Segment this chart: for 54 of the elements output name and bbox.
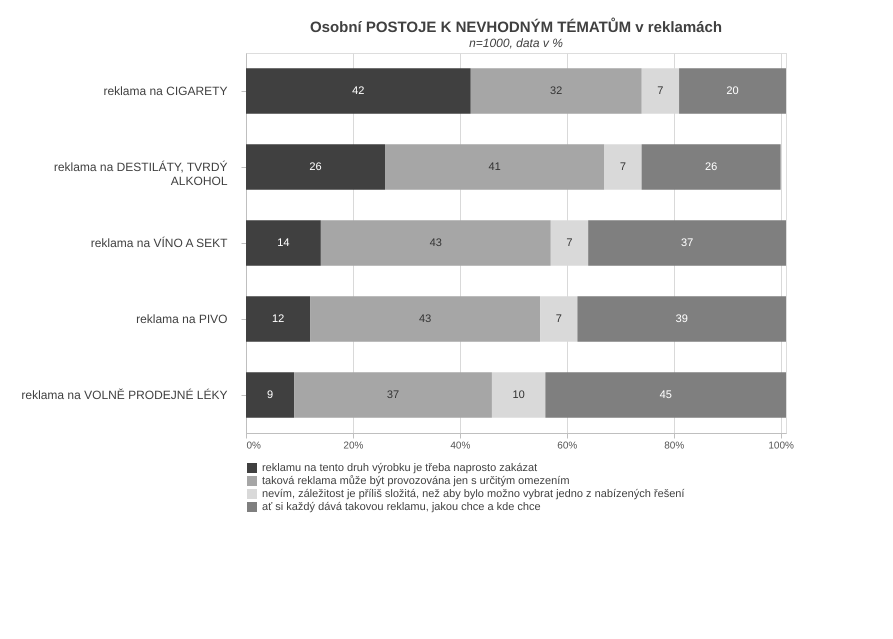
x-tick-label: 60% bbox=[557, 440, 578, 452]
data-label: 7 bbox=[566, 237, 573, 249]
y-tick-label: reklama na VÍNO A SEKT bbox=[90, 236, 228, 250]
y-tick-label: reklama na DESTILÁTY, TVRDÝ ALKOHOL bbox=[54, 160, 228, 188]
data-label: 7 bbox=[556, 313, 562, 325]
legend-label: nevím, záležitost je příliš složitá, než aby bylo možno vybrat jedno z nabízených řešení bbox=[262, 488, 686, 500]
bar bbox=[310, 296, 540, 342]
data-label: 45 bbox=[660, 389, 672, 401]
data-label: 32 bbox=[550, 85, 562, 97]
bar bbox=[246, 68, 471, 114]
x-tick-label: 80% bbox=[664, 440, 684, 452]
data-label: 43 bbox=[430, 237, 442, 249]
data-label: 14 bbox=[277, 237, 290, 249]
bar bbox=[294, 372, 492, 418]
bar bbox=[604, 144, 642, 190]
data-label: 39 bbox=[676, 313, 688, 325]
legend-label: ať si každý dává takovou reklamu, jakou chce a kde chce bbox=[262, 501, 541, 513]
legend-label: reklamu na tento druh výrobku je třeba naprosto zakázat bbox=[262, 462, 538, 474]
x-tick-label: 0% bbox=[246, 440, 262, 452]
data-label: 37 bbox=[680, 237, 694, 249]
data-label: 26 bbox=[705, 161, 718, 173]
bar bbox=[642, 144, 781, 190]
legend-label: taková reklama může být provozována jen s určitým omezením bbox=[262, 475, 570, 487]
chart-subtitle: n=1000, data v % bbox=[469, 36, 564, 50]
y-tick-label: reklama na VOLNĚ PRODEJNÉ LÉKY bbox=[21, 388, 228, 402]
chart-title: Osobní POSTOJE K NEVHODNÝM TÉMATŮM v reklamách bbox=[310, 17, 722, 36]
data-label: 43 bbox=[418, 313, 432, 325]
bar bbox=[246, 220, 321, 266]
bar bbox=[492, 372, 546, 418]
data-label: 10 bbox=[512, 389, 525, 401]
bar bbox=[246, 372, 294, 418]
x-tick-label: 40% bbox=[450, 440, 470, 452]
bar bbox=[320, 220, 551, 266]
bar bbox=[588, 220, 786, 266]
y-tick-label: reklama na PIVO bbox=[136, 312, 228, 326]
x-tick-label: 100% bbox=[768, 440, 794, 452]
bar bbox=[545, 372, 786, 418]
y-tick-label: reklama na CIGARETY bbox=[103, 84, 228, 98]
data-label: 41 bbox=[488, 161, 501, 173]
bar bbox=[246, 296, 310, 342]
data-label: 12 bbox=[272, 313, 284, 325]
data-label: 37 bbox=[386, 389, 400, 401]
bar bbox=[577, 296, 786, 342]
bar bbox=[246, 144, 386, 190]
data-label: 26 bbox=[309, 161, 322, 173]
bar bbox=[470, 68, 642, 114]
data-label: 7 bbox=[620, 161, 626, 173]
data-label: 7 bbox=[657, 85, 664, 97]
x-tick-label: 20% bbox=[343, 440, 364, 452]
data-label: 9 bbox=[266, 389, 274, 401]
bar bbox=[679, 68, 786, 114]
bar bbox=[385, 144, 604, 190]
data-label: 42 bbox=[352, 85, 364, 97]
data-label: 20 bbox=[726, 85, 739, 97]
